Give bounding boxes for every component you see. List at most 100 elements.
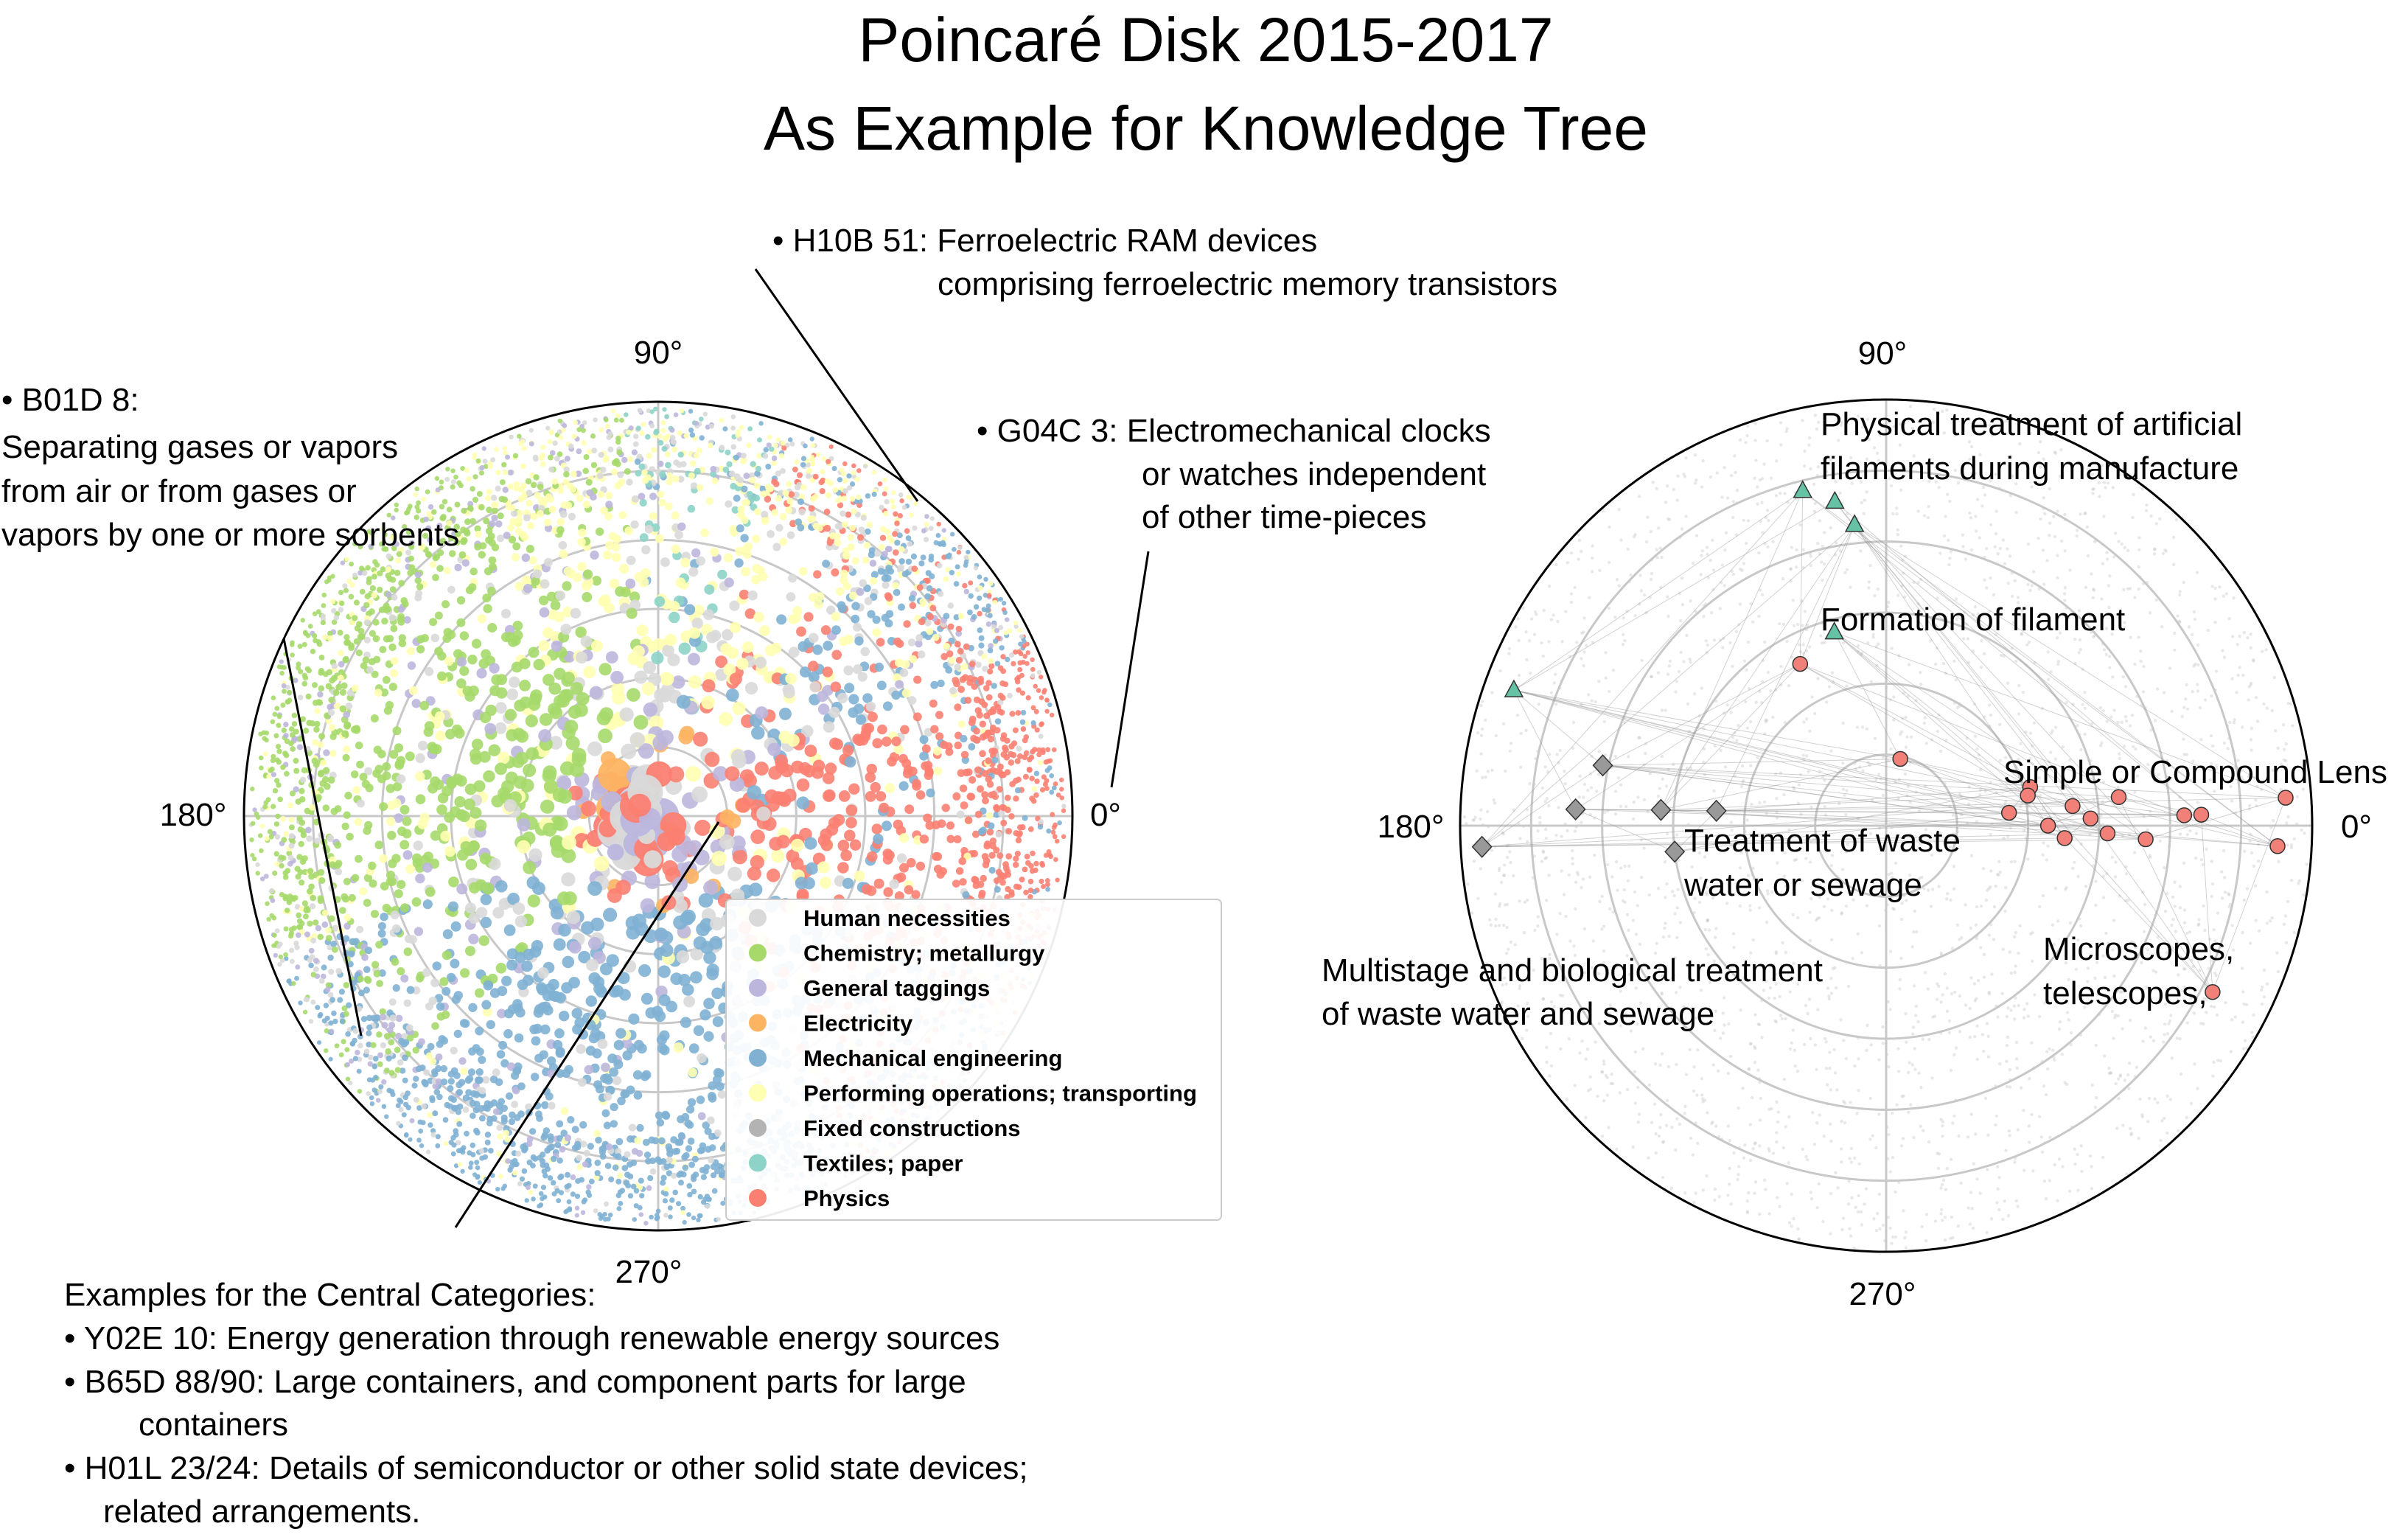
- left-point: [287, 978, 292, 983]
- left-point: [671, 446, 678, 453]
- left-point: [534, 1004, 545, 1015]
- left-point: [873, 833, 884, 845]
- left-point: [1041, 884, 1046, 889]
- left-point: [345, 1076, 351, 1081]
- left-point: [987, 589, 992, 594]
- left-point: [971, 830, 980, 838]
- left-point: [936, 870, 945, 879]
- left-point: [736, 476, 744, 484]
- left-point: [682, 1219, 687, 1225]
- left-point: [372, 619, 380, 626]
- left-point: [634, 459, 641, 465]
- left-point: [835, 497, 842, 504]
- left-point: [708, 423, 714, 429]
- left-point: [403, 947, 413, 956]
- left-point: [798, 498, 804, 506]
- left-point: [915, 861, 926, 871]
- left-point: [825, 762, 837, 775]
- left-point: [333, 862, 341, 869]
- left-point: [320, 973, 327, 980]
- left-point: [511, 1071, 520, 1080]
- left-point: [533, 569, 542, 579]
- left-point: [417, 740, 428, 751]
- left-point: [856, 468, 862, 473]
- left-point: [583, 454, 590, 460]
- left-point: [294, 944, 300, 950]
- left-point: [666, 1150, 674, 1157]
- left-point: [639, 498, 647, 507]
- left-point: [363, 874, 372, 882]
- left-point: [1030, 798, 1037, 804]
- left-point: [456, 1121, 463, 1127]
- left-point: [895, 680, 904, 689]
- left-point: [515, 1150, 522, 1157]
- left-point: [537, 484, 544, 490]
- left-point: [691, 786, 708, 803]
- left-point: [943, 642, 950, 650]
- left-point: [318, 1011, 324, 1017]
- left-point: [954, 663, 961, 671]
- left-point: [478, 470, 485, 476]
- left-point: [963, 588, 970, 595]
- left-point: [539, 595, 549, 606]
- left-point: [591, 447, 598, 454]
- left-point: [430, 978, 439, 988]
- left-point: [887, 756, 897, 767]
- left-point: [447, 630, 456, 640]
- left-point: [313, 966, 319, 972]
- left-point: [867, 610, 876, 619]
- left-point: [509, 434, 514, 440]
- left-point: [323, 749, 330, 756]
- left-point: [783, 686, 795, 699]
- left-point: [740, 453, 747, 459]
- left-point: [787, 437, 793, 442]
- left-point: [375, 941, 383, 949]
- left-point: [406, 1034, 414, 1042]
- left-point: [405, 934, 413, 944]
- left-point: [1050, 812, 1055, 818]
- left-point: [1018, 641, 1023, 647]
- left-point: [396, 774, 406, 784]
- left-point: [549, 450, 556, 456]
- left-point: [472, 1044, 481, 1053]
- left-point: [327, 835, 335, 843]
- left-point: [394, 1067, 401, 1073]
- left-point: [1059, 787, 1064, 792]
- left-point: [693, 936, 707, 950]
- left-point: [729, 621, 741, 633]
- left-point: [595, 527, 604, 536]
- left-point: [829, 532, 837, 540]
- left-point: [484, 567, 492, 576]
- left-point: [446, 776, 458, 788]
- left-point: [367, 1061, 373, 1067]
- left-point: [450, 484, 456, 490]
- left-point: [861, 723, 872, 734]
- left-point: [966, 549, 971, 555]
- left-point: [649, 1214, 654, 1220]
- left-point: [359, 773, 368, 781]
- left-point: [977, 675, 984, 683]
- left-point: [358, 989, 365, 997]
- left-point: [270, 719, 276, 725]
- left-point: [1005, 885, 1011, 893]
- left-point: [432, 1110, 439, 1117]
- chart-title-line1: Poincaré Disk 2015-2017: [858, 5, 1553, 74]
- left-point: [266, 916, 271, 922]
- left-point: [626, 607, 638, 619]
- left-point: [282, 896, 288, 902]
- left-point: [580, 1140, 587, 1148]
- left-point: [564, 1134, 572, 1142]
- left-point: [999, 694, 1006, 701]
- left-point: [447, 1084, 454, 1093]
- left-point: [961, 663, 969, 670]
- left-point: [496, 534, 505, 543]
- left-point: [713, 766, 728, 781]
- left-point: [696, 556, 705, 566]
- left-point: [1051, 824, 1057, 830]
- left-point: [637, 1205, 643, 1210]
- left-point: [634, 572, 645, 582]
- left-point: [357, 1089, 363, 1094]
- left-point: [483, 980, 494, 991]
- left-point: [301, 641, 307, 647]
- left-point: [441, 1010, 450, 1020]
